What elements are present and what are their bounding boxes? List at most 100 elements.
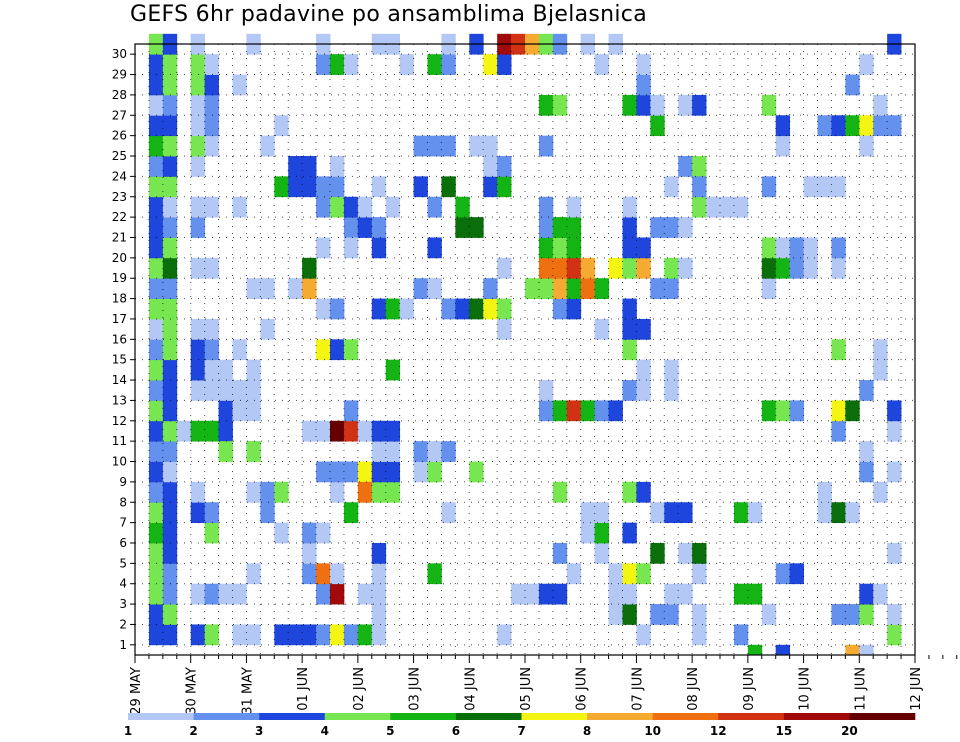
- legend-label: 20: [841, 724, 858, 738]
- heatmap-cell: [162, 318, 178, 340]
- heatmap-cell: [650, 217, 665, 238]
- heatmap-cell: [775, 644, 791, 656]
- y-tick-label: 27: [112, 108, 127, 122]
- heatmap-cell: [636, 318, 651, 340]
- heatmap-cell: [399, 298, 414, 320]
- x-tick-label: 12 JUN: [909, 667, 924, 711]
- heatmap-cell: [246, 400, 261, 422]
- heatmap-cell: [622, 380, 637, 401]
- heatmap-cell: [204, 502, 219, 524]
- heatmap-cell: [148, 278, 164, 299]
- heatmap-cell: [427, 441, 442, 462]
- heatmap-cell: [343, 624, 359, 646]
- heatmap-cell: [594, 542, 609, 564]
- heatmap-cell: [357, 624, 373, 646]
- heatmap-cell: [371, 420, 387, 442]
- heatmap-cell: [678, 542, 693, 564]
- heatmap-cell: [441, 441, 456, 462]
- heatmap-cell: [831, 400, 846, 422]
- heatmap-cell: [761, 400, 777, 422]
- heatmap-cell: [204, 380, 219, 401]
- x-tick-label: 04 JUN: [463, 667, 478, 711]
- heatmap-cell: [761, 257, 777, 279]
- heatmap-cell: [371, 217, 387, 238]
- heatmap-cell: [636, 380, 651, 401]
- heatmap-cell: [831, 237, 846, 259]
- heatmap-cell: [246, 278, 261, 299]
- heatmap-cell: [538, 278, 554, 299]
- y-tick-label: 21: [112, 230, 127, 244]
- legend-label: 6: [452, 724, 460, 738]
- heatmap-cell: [246, 380, 261, 401]
- heatmap-cell: [232, 339, 247, 361]
- heatmap-cell: [274, 481, 289, 503]
- heatmap-cell: [399, 54, 414, 75]
- heatmap-cell: [204, 522, 219, 544]
- y-tick-label: 4: [119, 577, 127, 591]
- heatmap-cell: [859, 583, 874, 605]
- heatmap-cell: [148, 481, 164, 503]
- y-tick-label: 14: [112, 373, 127, 387]
- heatmap-cell: [385, 441, 401, 462]
- heatmap-cell: [330, 176, 345, 198]
- heatmap-cell: [316, 176, 331, 198]
- heatmap-cell: [302, 156, 317, 177]
- heatmap-cell: [622, 196, 637, 218]
- x-tick-label: 29 MAY: [129, 667, 144, 715]
- heatmap-cell: [330, 54, 345, 75]
- heatmap-cell: [761, 604, 777, 625]
- heatmap-cell: [817, 176, 832, 198]
- heatmap-cell: [204, 583, 219, 605]
- heatmap-cell: [580, 278, 596, 299]
- heatmap-cell: [538, 237, 554, 259]
- heatmap-cell: [330, 624, 345, 646]
- heatmap-cell: [859, 380, 874, 401]
- y-tick-label: 18: [112, 292, 127, 306]
- y-tick-label: 13: [112, 393, 127, 407]
- heatmap-cell: [733, 502, 749, 524]
- heatmap-cell: [733, 624, 749, 646]
- y-tick-label: 1: [119, 638, 127, 652]
- heatmap-cell: [162, 542, 178, 564]
- y-tick-label: 20: [112, 251, 127, 265]
- heatmap-cell: [148, 420, 164, 442]
- heatmap-cell: [274, 176, 289, 198]
- heatmap-cell: [566, 400, 582, 422]
- heatmap-cell: [497, 298, 512, 320]
- x-tick-label: 02 JUN: [352, 667, 367, 711]
- legend-swatch: [390, 713, 457, 720]
- heatmap-cell: [622, 318, 637, 340]
- heatmap-cell: [330, 298, 345, 320]
- y-tick-label: 16: [112, 332, 127, 346]
- heatmap-cell: [775, 115, 791, 137]
- heatmap-cell: [162, 217, 178, 238]
- heatmap-cell: [692, 604, 707, 625]
- heatmap-cell: [873, 583, 888, 605]
- heatmap-cell: [260, 502, 275, 524]
- heatmap-cell: [246, 441, 261, 462]
- heatmap-cell: [316, 339, 331, 361]
- heatmap-cell: [636, 74, 651, 96]
- heatmap-cell: [887, 420, 902, 442]
- heatmap-cell: [260, 318, 275, 340]
- heatmap-cell: [566, 278, 582, 299]
- heatmap-cell: [162, 115, 178, 137]
- heatmap-cell: [371, 176, 387, 198]
- legend-label: 2: [189, 724, 197, 738]
- heatmap-cell: [483, 135, 498, 157]
- heatmap-cell: [343, 420, 359, 442]
- legend-label: 4: [321, 724, 329, 738]
- legend-swatch: [587, 713, 653, 720]
- heatmap-cell: [650, 278, 665, 299]
- heatmap-cell: [274, 522, 289, 544]
- heatmap-cell: [789, 257, 804, 279]
- heatmap-cell: [678, 257, 693, 279]
- heatmap-cell: [343, 339, 359, 361]
- legend-label: 8: [583, 724, 591, 738]
- y-tick-label: 8: [119, 495, 127, 509]
- heatmap-cell: [190, 502, 206, 524]
- heatmap-cell: [204, 359, 219, 381]
- heatmap-cell: [204, 318, 219, 340]
- heatmap-cell: [747, 583, 763, 605]
- heatmap-cell: [538, 196, 554, 218]
